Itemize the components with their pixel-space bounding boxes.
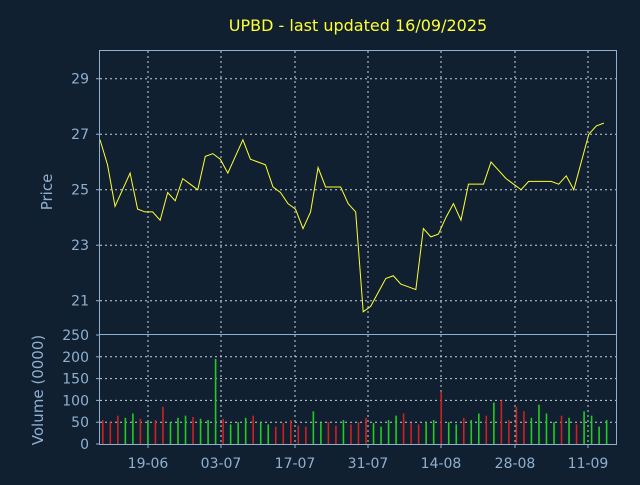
price-tick-label: 27 bbox=[71, 127, 89, 143]
volume-bar bbox=[274, 426, 277, 444]
volume-bar bbox=[425, 422, 427, 444]
volume-bar bbox=[290, 420, 292, 444]
volume-bar bbox=[395, 415, 397, 444]
volume-bar bbox=[184, 415, 187, 444]
volume-bar bbox=[440, 391, 442, 444]
price-tick-label: 21 bbox=[71, 294, 89, 310]
volume-tick-label: 150 bbox=[62, 372, 89, 388]
volume-bar bbox=[177, 417, 179, 444]
volume-bar bbox=[252, 415, 254, 444]
volume-bar bbox=[335, 425, 337, 444]
volume-bar bbox=[162, 406, 164, 444]
x-tick-label: 31-07 bbox=[348, 456, 389, 472]
volume-bar bbox=[462, 417, 465, 444]
volume-bar bbox=[222, 418, 224, 444]
volume-bar bbox=[357, 422, 360, 444]
volume-bar bbox=[214, 358, 217, 444]
volume-tick-label: 250 bbox=[62, 328, 89, 344]
volume-bar bbox=[545, 413, 548, 444]
volume-bar bbox=[568, 417, 570, 444]
volume-bar bbox=[583, 411, 585, 444]
volume-bar bbox=[523, 411, 525, 444]
volume-bar bbox=[493, 402, 495, 444]
volume-bar bbox=[372, 423, 375, 444]
volume-bar bbox=[124, 417, 127, 444]
volume-bar bbox=[402, 413, 405, 444]
price-axis-label: Price bbox=[38, 174, 56, 211]
volume-bar bbox=[102, 420, 104, 444]
volume-bar bbox=[305, 426, 307, 444]
volume-bar bbox=[312, 411, 315, 444]
volume-bar bbox=[530, 417, 533, 444]
volume-bar bbox=[598, 426, 600, 444]
volume-bar bbox=[327, 422, 330, 444]
volume-bar bbox=[109, 422, 112, 444]
volume-bar bbox=[342, 420, 345, 444]
volume-bar bbox=[410, 423, 412, 444]
volume-bar bbox=[267, 424, 270, 444]
volume-bar bbox=[432, 420, 435, 444]
volume-bar bbox=[199, 418, 202, 444]
volume-tick-label: 50 bbox=[71, 415, 89, 431]
volume-bar bbox=[380, 426, 382, 444]
volume-bar bbox=[117, 415, 119, 444]
volume-tick-label: 200 bbox=[62, 350, 89, 366]
volume-bar bbox=[132, 413, 134, 444]
volume-bar bbox=[259, 422, 262, 444]
gridlines bbox=[100, 51, 616, 444]
volume-bar bbox=[387, 420, 390, 444]
volume-bar bbox=[478, 413, 480, 444]
x-tick-label: 11-09 bbox=[568, 456, 609, 472]
volume-bar bbox=[575, 424, 578, 444]
price-line-group bbox=[99, 122, 605, 313]
volume-bar bbox=[553, 422, 555, 444]
volume-panel-frame bbox=[99, 334, 617, 445]
x-tick-label: 19-06 bbox=[128, 456, 169, 472]
price-series-line bbox=[99, 122, 605, 313]
price-tick-label: 29 bbox=[71, 72, 89, 88]
volume-bar bbox=[154, 420, 157, 444]
price-tick-label: 23 bbox=[71, 238, 89, 254]
price-panel-frame bbox=[99, 50, 617, 335]
axis-ticks: 21 23 25 27 29 0 50 100 150 200 250 19-06 03-07 17-07… bbox=[62, 72, 608, 472]
volume-bar bbox=[237, 422, 239, 444]
volume-bar bbox=[139, 418, 142, 444]
volume-bar bbox=[320, 423, 322, 444]
volume-bar bbox=[207, 420, 209, 444]
x-tick-label: 17-07 bbox=[275, 456, 316, 472]
volume-bar bbox=[282, 423, 285, 444]
x-tick-label: 14-08 bbox=[421, 456, 462, 472]
volume-bar bbox=[470, 420, 473, 444]
volume-bar bbox=[515, 406, 518, 444]
volume-bar bbox=[605, 420, 608, 444]
volume-bar bbox=[169, 422, 172, 444]
price-tick-label: 25 bbox=[71, 183, 89, 199]
volume-axis-label: Volume (0000) bbox=[29, 335, 47, 445]
chart-title: UPBD - last updated 16/09/2025 bbox=[229, 16, 487, 35]
volume-bar bbox=[500, 400, 503, 444]
volume-bars bbox=[102, 358, 608, 444]
x-tick-label: 03-07 bbox=[201, 456, 242, 472]
volume-bar bbox=[485, 415, 488, 444]
volume-bar bbox=[229, 424, 232, 444]
volume-bar bbox=[447, 422, 450, 444]
volume-bar bbox=[192, 416, 194, 444]
x-tick-label: 28-08 bbox=[495, 456, 536, 472]
volume-bar bbox=[417, 424, 420, 444]
volume-bar bbox=[508, 420, 510, 444]
volume-bar bbox=[538, 404, 540, 444]
volume-bar bbox=[350, 424, 352, 444]
volume-tick-label: 100 bbox=[62, 393, 89, 409]
volume-bar bbox=[147, 421, 149, 444]
volume-tick-label: 0 bbox=[80, 437, 89, 453]
volume-bar bbox=[560, 415, 563, 444]
volume-bar bbox=[455, 424, 458, 444]
volume-bar bbox=[244, 417, 247, 444]
volume-bar bbox=[297, 425, 300, 444]
volume-bar bbox=[590, 415, 593, 444]
volume-bar bbox=[365, 417, 367, 444]
